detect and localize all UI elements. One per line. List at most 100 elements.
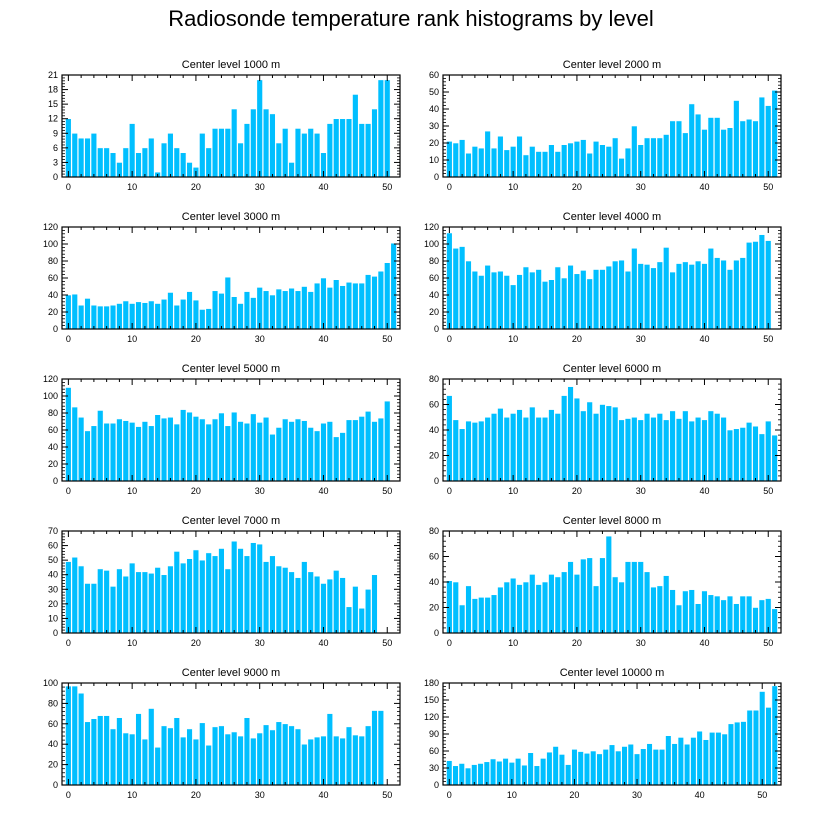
bar [522, 581, 530, 634]
x-tick-label: 0 [66, 638, 71, 648]
y-tick-label: 10 [48, 613, 58, 623]
bar [602, 748, 609, 786]
bar [371, 710, 378, 786]
bar [307, 427, 314, 482]
bar [516, 135, 523, 178]
bar [90, 132, 98, 178]
bar [90, 304, 98, 330]
y-tick-label: 0 [53, 324, 58, 334]
bar [605, 146, 612, 178]
bar [726, 269, 734, 330]
x-tick-label: 40 [318, 334, 328, 344]
bar [288, 421, 295, 482]
bar [669, 589, 676, 634]
bar [714, 413, 721, 482]
bar [746, 709, 753, 786]
x-tick-label: 0 [447, 486, 452, 496]
bar [294, 418, 302, 482]
bar [205, 552, 212, 634]
y-tick-label: 9 [53, 128, 58, 138]
bar [592, 141, 600, 178]
bar [371, 108, 378, 178]
bar [352, 419, 359, 482]
y-tick-label: 80 [48, 408, 58, 418]
bar [599, 269, 606, 330]
bar [275, 427, 283, 482]
bar [71, 406, 78, 482]
bar [650, 586, 657, 634]
bar [643, 413, 651, 482]
bar [733, 100, 740, 178]
bar [618, 419, 625, 482]
bar [707, 410, 715, 482]
bar [535, 269, 542, 330]
bar [339, 285, 346, 330]
bar [675, 604, 683, 634]
bar [205, 744, 212, 786]
bar [352, 282, 359, 330]
y-tick-label: 100 [424, 239, 439, 249]
bar [211, 290, 219, 330]
panel: Center level 9000 m 0 10 20 30 40 50 0 20 40 60 80 1… [43, 667, 401, 800]
bar [192, 416, 200, 482]
bar [452, 419, 459, 482]
x-tick-label: 40 [318, 638, 328, 648]
bar [128, 422, 136, 482]
bar [497, 135, 504, 178]
bar [612, 576, 619, 634]
bar [694, 416, 702, 482]
bar [567, 142, 574, 178]
bar [77, 692, 85, 786]
bar [478, 147, 485, 178]
bar [446, 580, 453, 634]
bar [554, 576, 561, 634]
bar [103, 305, 110, 330]
bar [116, 418, 123, 482]
bar [643, 137, 651, 178]
bar [243, 291, 251, 330]
bar [160, 574, 168, 634]
bar [709, 731, 716, 786]
bar [682, 261, 689, 330]
bar [615, 750, 622, 786]
bar [218, 725, 225, 786]
bar [690, 737, 697, 786]
x-tick-label: 10 [127, 638, 137, 648]
y-tick-label: 100 [43, 391, 58, 401]
bar [148, 425, 155, 482]
bar [339, 577, 346, 634]
bar [294, 290, 302, 330]
bar [567, 386, 574, 482]
x-tick-label: 20 [569, 790, 579, 800]
bar [675, 120, 683, 178]
bar [84, 430, 91, 482]
x-tick-label: 40 [318, 182, 328, 192]
bar [765, 240, 772, 330]
bar [720, 129, 727, 178]
bar [148, 300, 155, 330]
bar [269, 113, 276, 178]
bar [352, 94, 359, 178]
bar [243, 123, 251, 178]
bar [627, 743, 634, 786]
bar [135, 571, 142, 634]
bar [154, 414, 161, 482]
x-tick-label: 40 [699, 638, 709, 648]
bar [358, 123, 365, 178]
bar [275, 721, 283, 786]
bar [307, 571, 314, 634]
bar [583, 752, 591, 786]
bar [160, 725, 168, 786]
bar [509, 577, 517, 634]
x-tick-label: 50 [382, 790, 392, 800]
x-tick-label: 0 [447, 334, 452, 344]
bar [675, 418, 683, 482]
bar [688, 264, 695, 330]
bar [733, 428, 740, 482]
y-tick-label: 70 [48, 526, 58, 536]
y-tick-label: 60 [429, 552, 439, 562]
bar [109, 304, 117, 330]
bar [250, 108, 257, 178]
bar [548, 279, 555, 330]
